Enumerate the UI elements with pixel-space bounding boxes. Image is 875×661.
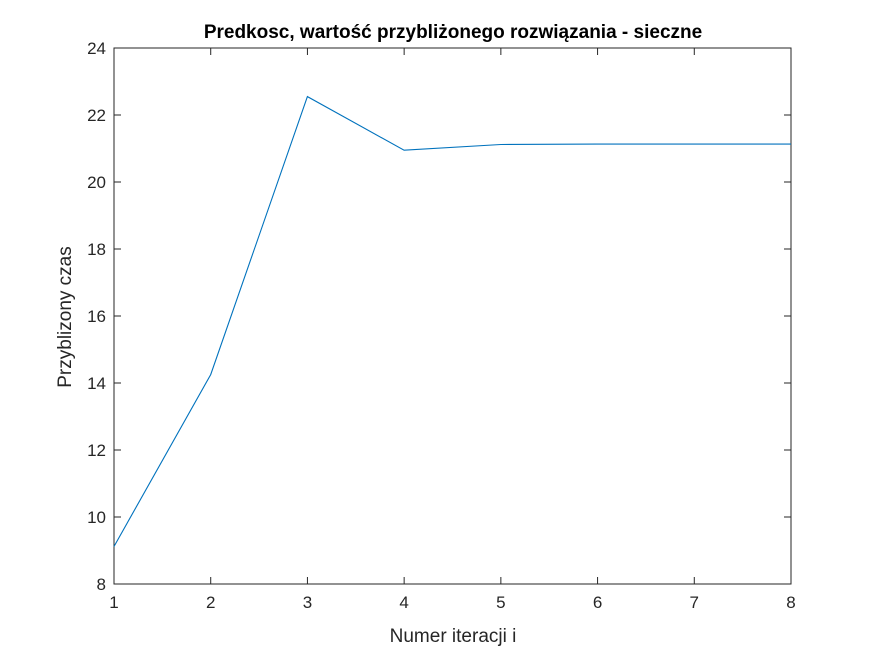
x-tick-label: 7 (690, 593, 699, 612)
y-tick-label: 12 (87, 441, 106, 460)
y-tick-label: 24 (87, 39, 106, 58)
y-tick-label: 8 (97, 575, 106, 594)
y-axis-label: Przyblizony czas (55, 246, 76, 388)
x-axis-label: Numer iteracji i (390, 626, 517, 647)
y-tick-label: 20 (87, 173, 106, 192)
y-tick-label: 10 (87, 508, 106, 527)
chart-title: Predkosc, wartość przybliżonego rozwiąza… (204, 22, 702, 43)
y-tick-label: 18 (87, 240, 106, 259)
x-tick-label: 3 (303, 593, 312, 612)
y-tick-label: 16 (87, 307, 106, 326)
x-tick-label: 6 (593, 593, 602, 612)
x-tick-label: 8 (786, 593, 795, 612)
y-tick-label: 14 (87, 374, 106, 393)
axes-box (113, 47, 792, 585)
x-tick-label: 5 (496, 593, 505, 612)
x-tick-label: 1 (109, 593, 118, 612)
y-tick-label: 22 (87, 106, 106, 125)
x-tick-label: 4 (399, 593, 408, 612)
series-line-1 (113, 95, 791, 547)
x-tick-label: 2 (206, 593, 215, 612)
